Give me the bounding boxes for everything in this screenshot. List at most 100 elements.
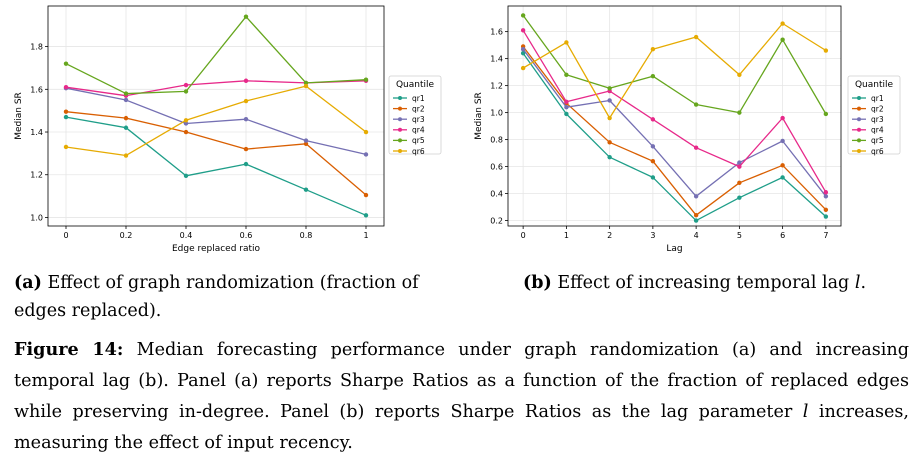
chart1-legend-marker-qr6 [398, 149, 402, 153]
subcaption-b-var: l [854, 273, 861, 293]
subcaption-a-label: (a) [14, 273, 42, 293]
chart1-x-tick-label: 0 [63, 231, 68, 240]
chart1-series-line-qr6 [65, 85, 367, 157]
chart1-point-qr1 [303, 187, 309, 192]
chart2-point-qr4 [520, 28, 526, 33]
chart1-legend-label-qr4: qr4 [412, 126, 425, 135]
chart1-series-line-qr2 [65, 111, 367, 196]
chart2-point-qr3 [823, 194, 829, 199]
chart2-legend-marker-qr3 [857, 117, 861, 122]
chart1-y-tick-label: 1.0 [30, 213, 43, 222]
chart2-point-qr3 [693, 194, 699, 199]
chart1-point-qr1 [123, 125, 129, 130]
chart2-legend-label-qr5: qr5 [871, 136, 884, 145]
chart1-point-qr2 [183, 129, 189, 135]
chart1-x-tick-label: 0.4 [180, 231, 193, 240]
chart1-x-tick-label: 1 [363, 231, 368, 240]
chart2-y-tick-label: 1.4 [490, 55, 503, 64]
figure-caption-text-1: Median forecasting performance under gra… [14, 340, 909, 422]
chart1-point-qr5 [63, 61, 69, 66]
chart1-point-qr1 [63, 114, 69, 120]
chart2-x-tick-label: 6 [780, 231, 785, 240]
chart2-point-qr4 [780, 115, 785, 121]
chart2-legend-title: Quantile [855, 80, 894, 90]
chart1-point-qr1 [363, 213, 369, 218]
chart2-point-qr4 [564, 99, 569, 105]
chart2-point-qr3 [780, 138, 785, 144]
chart2-point-qr1 [607, 154, 612, 160]
chart2-point-qr2 [780, 163, 785, 168]
chart2-y-tick-label: 0.2 [490, 217, 503, 226]
chart2-series-line-qr2 [522, 46, 827, 216]
chart2-y-tick-label: 1.6 [490, 28, 503, 37]
chart1-point-qr5 [183, 89, 189, 94]
chart2-point-qr1 [693, 218, 699, 223]
chart2-point-qr5 [564, 72, 569, 78]
chart1-legend-marker-qr1 [398, 96, 402, 100]
chart2-legend-marker-qr1 [857, 96, 861, 100]
chart2-point-qr6 [607, 115, 612, 121]
chart1-legend-label-qr5: qr5 [412, 136, 425, 145]
chart2-point-qr1 [823, 214, 829, 219]
chart1-point-qr4 [183, 82, 189, 88]
chart2-point-qr4 [693, 145, 699, 150]
chart1-point-qr3 [123, 97, 129, 103]
chart2-legend-marker-qr4 [857, 127, 861, 132]
chart1-legend-marker-qr5 [398, 138, 402, 143]
chart2-point-qr1 [520, 51, 526, 56]
chart1-point-qr2 [243, 146, 249, 152]
chart2-series-line-qr1 [522, 52, 827, 222]
chart1-point-qr6 [63, 144, 69, 150]
chart2-x-axis-label: Lag [666, 244, 682, 254]
chart1-point-qr3 [183, 121, 189, 126]
chart2-point-qr6 [564, 40, 569, 45]
chart1-series-line-qr5 [65, 16, 367, 95]
chart2-point-qr3 [520, 46, 526, 52]
chart2-point-qr5 [607, 86, 612, 91]
figure-caption-text-2: increases, measuring the effect of input… [14, 402, 910, 453]
chart2-y-axis-label: Median SR [474, 92, 484, 140]
chart2-series-line-qr6 [522, 22, 827, 119]
chart2-x-tick-label: 4 [694, 231, 699, 240]
chart2-legend-label-qr3: qr3 [871, 115, 884, 124]
chart2-y-tick-label: 0.6 [490, 163, 503, 172]
chart1-legend-marker-qr4 [398, 127, 402, 132]
chart1-point-qr2 [303, 141, 309, 146]
chart2-point-qr2 [650, 159, 656, 164]
chart2-point-qr5 [693, 102, 699, 107]
chart1-legend-marker-qr2 [398, 106, 402, 111]
chart1-point-qr6 [363, 129, 369, 135]
chart2-y-tick-label: 1.0 [490, 109, 503, 118]
subcaption-b-end: . [860, 273, 867, 293]
chart1-point-qr6 [243, 98, 249, 104]
chart1-point-qr4 [63, 84, 69, 90]
chart2-y-tick-label: 1.2 [490, 82, 503, 91]
chart1-y-tick-label: 1.8 [30, 43, 43, 52]
chart1-y-tick-label: 1.2 [30, 171, 43, 180]
chart2-legend-marker-qr5 [857, 138, 861, 143]
chart1-point-qr2 [363, 192, 369, 198]
chart1-point-qr5 [243, 14, 249, 19]
chart1-x-tick-label: 0.6 [240, 231, 253, 240]
chart1-legend-label-qr2: qr2 [412, 104, 425, 113]
chart2-legend-label-qr6: qr6 [871, 147, 884, 156]
figure-caption-var: l [802, 402, 809, 422]
chart2-x-tick-label: 5 [737, 231, 742, 240]
chart2-point-qr5 [823, 111, 829, 117]
chart1-point-qr2 [123, 115, 129, 121]
chart2-legend-label-qr1: qr1 [871, 94, 884, 103]
chart1-x-tick-label: 0.8 [300, 231, 313, 240]
chart2-x-tick-label: 3 [650, 231, 655, 240]
chart2-point-qr5 [780, 37, 785, 42]
subcaption-b-label: (b) [523, 273, 552, 293]
chart2-x-tick-label: 1 [564, 231, 569, 240]
chart2-point-qr6 [520, 65, 526, 71]
chart1-legend-box [388, 75, 442, 155]
figure-charts: 0 0.2 0.4 0.6 0.8 1 1.0 1.2 1.4 1.6 1.8 Edge replac… [14, 5, 901, 254]
chart1-point-qr1 [183, 173, 189, 179]
subcaption-a-text: Effect of graph randomization (fraction … [14, 273, 419, 321]
chart2-legend-label-qr2: qr2 [871, 104, 884, 113]
chart1-y-tick-label: 1.6 [30, 85, 43, 94]
chart2-point-qr6 [823, 48, 829, 53]
chart2-point-qr3 [737, 160, 742, 165]
